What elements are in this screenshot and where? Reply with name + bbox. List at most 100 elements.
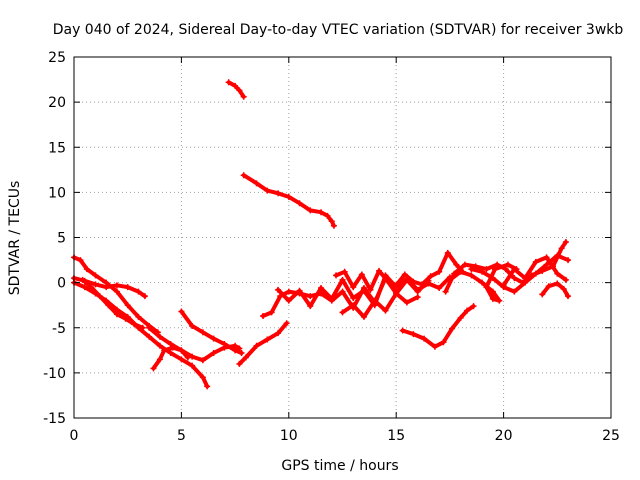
data-point [427,273,434,280]
data-point [371,297,378,304]
series-arc-d [71,279,211,390]
series-arc-f [79,276,146,331]
data-point [399,327,406,334]
data-point [554,280,561,287]
data-point [554,252,561,259]
data-point [139,324,146,331]
data-point [253,180,260,187]
y-tick-label: 5 [57,231,66,247]
data-point [268,309,275,316]
data-point [210,350,217,357]
x-axis-label: GPS time / hours [281,458,398,474]
data-point [124,302,131,309]
data-point [238,350,245,357]
data-point [492,266,499,273]
data-point [92,281,99,288]
series-trace [334,250,465,292]
data-point [558,245,565,252]
data-point [189,362,196,369]
series-arc-c [71,254,161,336]
data-point [442,288,449,295]
data-point [403,299,410,306]
data-point [425,280,432,287]
data-point [489,295,496,302]
data-point [92,272,99,279]
data-point [232,82,239,89]
data-point [79,276,86,283]
data-point [307,303,314,310]
series-trace [237,321,289,366]
series-arc-n [339,290,421,320]
data-point [131,321,138,328]
data-point [511,266,518,273]
data-point [103,284,110,291]
series-arc-t [539,280,572,300]
x-tick-label: 0 [70,428,79,444]
data-point [436,285,443,292]
data-point [232,347,239,354]
data-point [285,297,292,304]
data-point [264,336,271,343]
series-trace [72,280,210,389]
series-arc-i [178,308,245,357]
data-point [401,271,408,278]
data-point [150,365,157,372]
series-trace [469,253,570,294]
data-point [189,322,196,329]
data-point [318,209,325,216]
data-point [264,187,271,194]
data-point [511,275,518,282]
data-point [330,222,337,229]
data-point [532,258,539,265]
data-point [367,286,374,293]
x-tick-label: 25 [602,428,620,444]
data-point [146,333,153,340]
data-point [81,284,88,291]
data-point [522,275,529,282]
data-series [71,79,572,390]
data-point [122,315,129,322]
data-point [307,207,314,214]
data-point [333,272,340,279]
data-point [360,287,367,294]
data-point [565,257,572,264]
data-point [393,282,400,289]
chart-title: Day 040 of 2024, Sidereal Day-to-day VTE… [53,22,624,38]
y-tick-label: 20 [48,95,66,111]
data-point [414,294,421,301]
data-point [414,286,421,293]
data-point [210,335,217,342]
data-point [376,267,383,274]
series-arc-a [225,79,247,100]
data-point [543,254,550,261]
data-point [444,249,451,256]
y-tick-label: -10 [43,366,66,382]
x-tick-label: 15 [387,428,405,444]
data-point [339,288,346,295]
series-trace [80,277,145,330]
data-point [562,239,569,246]
data-point [199,329,206,336]
data-point [440,339,447,346]
data-point [461,261,468,268]
data-point [539,291,546,298]
data-point [296,287,303,294]
data-point [339,309,346,316]
data-point [240,172,247,179]
y-tick-label: 15 [48,140,66,156]
data-point [565,293,572,300]
data-point [421,335,428,342]
data-point [560,285,567,292]
data-point [350,302,357,309]
data-point [236,87,243,94]
data-point [496,297,503,304]
data-point [489,275,496,282]
data-point [449,325,456,332]
series-trace [151,343,242,371]
data-point [88,284,95,291]
data-point [318,285,325,292]
data-point [328,295,335,302]
y-tick-label: 25 [48,50,66,66]
data-point [446,276,453,283]
